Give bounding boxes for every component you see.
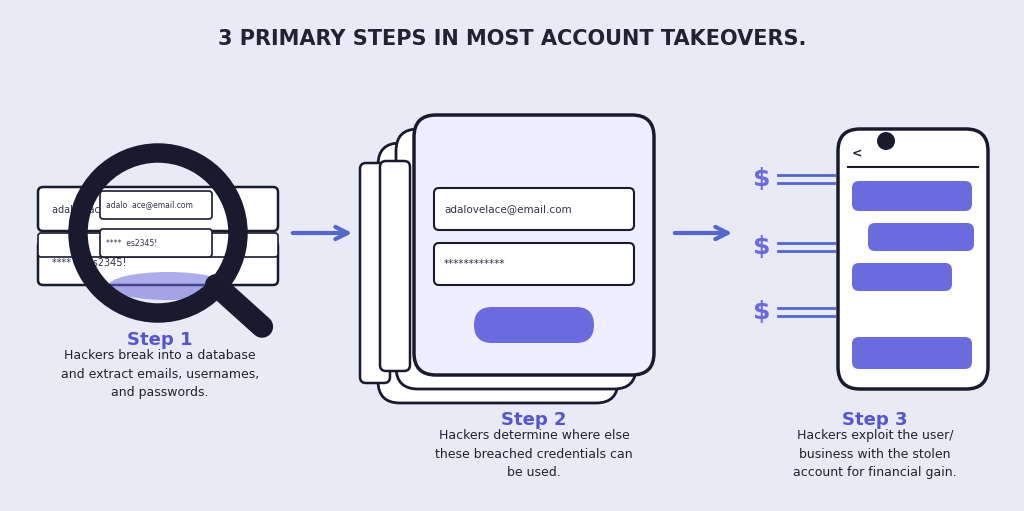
Text: $: $ bbox=[754, 235, 771, 259]
FancyBboxPatch shape bbox=[380, 161, 410, 371]
FancyBboxPatch shape bbox=[474, 307, 594, 343]
Text: 3 PRIMARY STEPS IN MOST ACCOUNT TAKEOVERS.: 3 PRIMARY STEPS IN MOST ACCOUNT TAKEOVER… bbox=[218, 29, 806, 49]
Text: ****  es2345!: **** es2345! bbox=[106, 239, 158, 247]
FancyBboxPatch shape bbox=[852, 263, 952, 291]
Text: $: $ bbox=[754, 167, 771, 191]
Text: Step 2: Step 2 bbox=[502, 411, 566, 429]
Text: ************: ************ bbox=[444, 259, 506, 269]
FancyBboxPatch shape bbox=[434, 243, 634, 285]
FancyBboxPatch shape bbox=[378, 143, 618, 403]
FancyBboxPatch shape bbox=[100, 191, 212, 219]
FancyBboxPatch shape bbox=[434, 188, 634, 230]
FancyBboxPatch shape bbox=[868, 223, 974, 251]
FancyBboxPatch shape bbox=[38, 233, 278, 257]
Text: Step 1: Step 1 bbox=[127, 331, 193, 349]
FancyBboxPatch shape bbox=[38, 187, 278, 231]
FancyBboxPatch shape bbox=[360, 163, 390, 383]
Circle shape bbox=[877, 132, 895, 150]
Text: adalo  ace@email.com: adalo ace@email.com bbox=[106, 200, 193, 210]
FancyBboxPatch shape bbox=[852, 337, 972, 369]
FancyBboxPatch shape bbox=[852, 181, 972, 211]
Text: ****     es2345!: **** es2345! bbox=[52, 258, 126, 268]
FancyBboxPatch shape bbox=[100, 229, 212, 257]
Text: adal     ace@email.com: adal ace@email.com bbox=[52, 204, 166, 214]
Ellipse shape bbox=[108, 272, 228, 300]
Text: $: $ bbox=[754, 300, 771, 324]
Text: Hackers break into a database
and extract emails, usernames,
and passwords.: Hackers break into a database and extrac… bbox=[60, 349, 259, 399]
Text: <: < bbox=[852, 147, 862, 160]
FancyBboxPatch shape bbox=[38, 241, 278, 285]
Text: Step 3: Step 3 bbox=[843, 411, 907, 429]
Text: Hackers exploit the user/
business with the stolen
account for financial gain.: Hackers exploit the user/ business with … bbox=[794, 429, 956, 479]
FancyBboxPatch shape bbox=[396, 129, 636, 389]
FancyBboxPatch shape bbox=[838, 129, 988, 389]
Text: Hackers determine where else
these breached credentials can
be used.: Hackers determine where else these breac… bbox=[435, 429, 633, 479]
FancyBboxPatch shape bbox=[414, 115, 654, 375]
Text: adalovelace@email.com: adalovelace@email.com bbox=[444, 204, 571, 214]
